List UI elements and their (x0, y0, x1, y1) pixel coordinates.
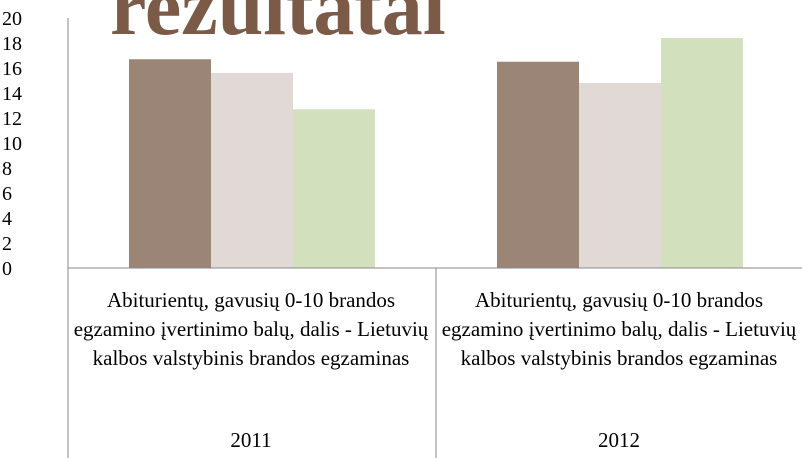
bar (129, 59, 211, 268)
y-tick-label: 16 (2, 58, 22, 80)
y-tick-label: 10 (2, 133, 22, 155)
bar (579, 83, 661, 268)
bar (293, 109, 375, 268)
y-tick-label: 2 (2, 233, 12, 255)
y-tick-label: 12 (2, 108, 22, 130)
y-tick-label: 4 (2, 208, 12, 230)
x-tick-label: 2012 (598, 428, 640, 452)
y-tick-label: 14 (2, 83, 22, 105)
y-tick-label: 20 (2, 8, 22, 30)
bar (497, 61, 579, 268)
bar (661, 38, 743, 268)
category-label: Abiturientų, gavusių 0-10 brandos egzami… (73, 288, 429, 370)
y-tick-label: 8 (2, 158, 12, 180)
chart-title: rezultatai (110, 0, 446, 52)
y-tick-label: 18 (2, 33, 22, 55)
category-label: Abiturientų, gavusių 0-10 brandos egzami… (441, 288, 797, 370)
x-tick-label: 2011 (230, 428, 272, 452)
y-tick-label: 6 (2, 183, 12, 205)
y-tick-label: 0 (2, 258, 12, 280)
bar (211, 73, 293, 268)
